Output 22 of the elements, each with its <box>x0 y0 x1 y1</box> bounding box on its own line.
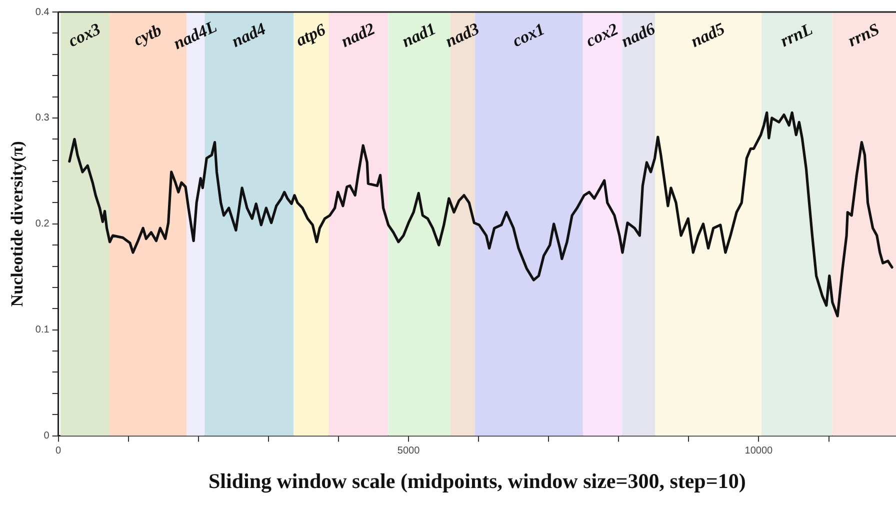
band-label: rrnS <box>845 20 882 50</box>
y-tick-label: 0.2 <box>35 218 50 230</box>
band-label: nad5 <box>688 18 728 51</box>
band-label: nad3 <box>442 18 483 51</box>
y-tick-label: 0.3 <box>35 112 50 124</box>
x-tick-label: 0 <box>56 446 62 457</box>
band-label: cytb <box>130 20 164 50</box>
y-tick-label: 0.4 <box>35 6 50 18</box>
band-label: nad4L <box>170 16 220 54</box>
band-label: nad1 <box>399 18 439 51</box>
band-label: rrnL <box>777 19 816 51</box>
x-axis-title: Sliding window scale (midpoints, window size=300, step=10) <box>208 468 746 493</box>
band-label: cox3 <box>65 19 104 51</box>
band-label: nad2 <box>338 18 378 51</box>
x-tick-label: 10000 <box>744 446 774 457</box>
band-label: atp6 <box>292 20 329 50</box>
y-tick-label: 0.1 <box>35 324 50 336</box>
y-axis-title: Nucleotide diversity(π) <box>8 141 27 307</box>
x-tick-label: 5000 <box>397 446 420 457</box>
band-label: cox1 <box>510 19 548 51</box>
band-label: nad4 <box>228 18 269 51</box>
y-tick-label: 0 <box>44 430 50 442</box>
